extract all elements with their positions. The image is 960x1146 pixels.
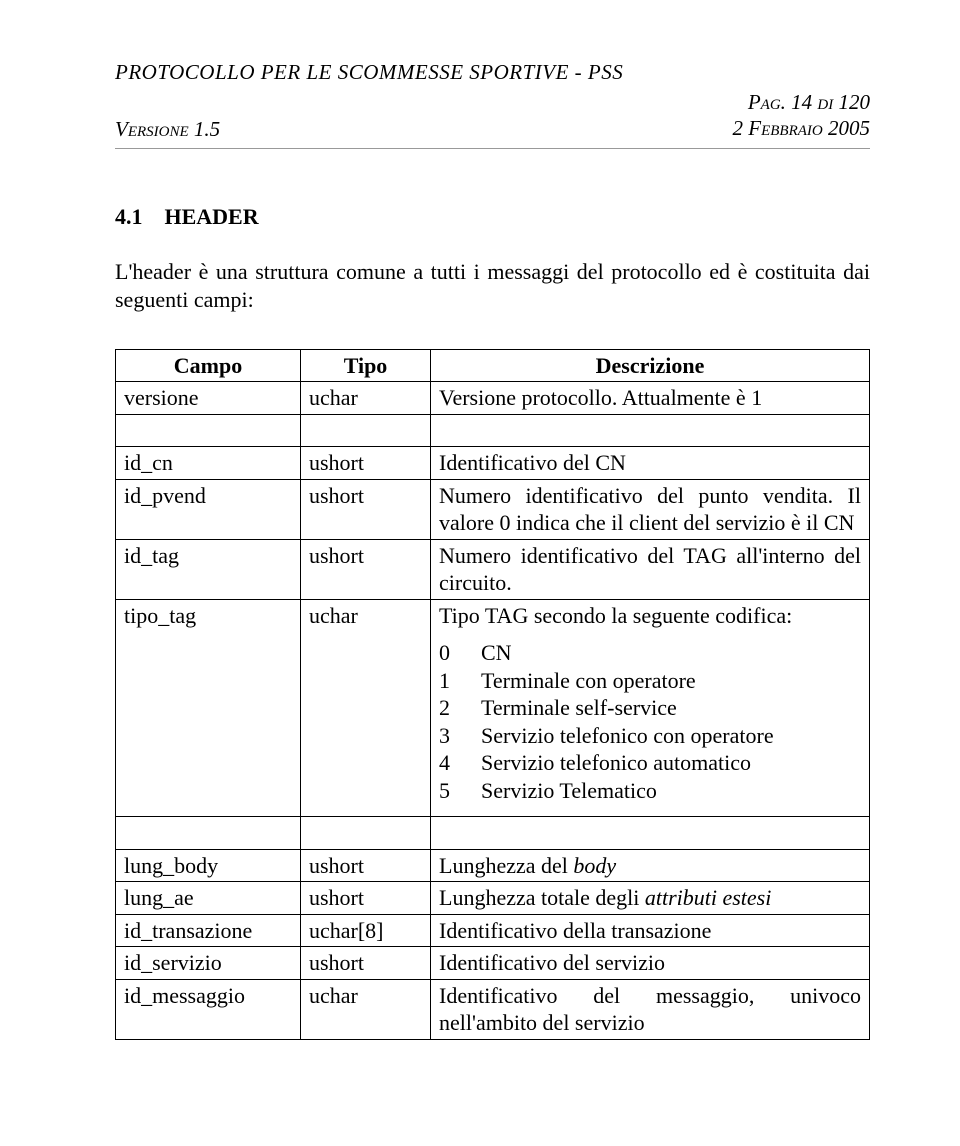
cell-tipo: ushort	[301, 882, 431, 915]
table-row: tipo_tagucharTipo TAG secondo la seguent…	[116, 599, 870, 817]
section-heading: 4.1 HEADER	[115, 204, 870, 230]
table-row: lung_bodyushortLunghezza del body	[116, 849, 870, 882]
cell-tipo: ushort	[301, 849, 431, 882]
codifica-row: 3Servizio telefonico con operatore	[439, 722, 861, 750]
cell-tipo: ushort	[301, 447, 431, 480]
table-row	[116, 414, 870, 447]
cell-descrizione: Numero identificativo del TAG all'intern…	[431, 539, 870, 599]
cell-descrizione: Identificativo della transazione	[431, 914, 870, 947]
spacer-cell	[431, 414, 870, 447]
codifica-value: Servizio telefonico automatico	[481, 749, 861, 777]
doc-date: 2 Febbraio 2005	[733, 115, 870, 141]
cell-campo: lung_body	[116, 849, 301, 882]
cell-campo: versione	[116, 382, 301, 415]
table-row: lung_aeushortLunghezza totale degli attr…	[116, 882, 870, 915]
table-row: id_messaggioucharIdentificativo del mess…	[116, 979, 870, 1039]
table-row: id_cnushortIdentificativo del CN	[116, 447, 870, 480]
cell-descrizione: Numero identificativo del punto vendita.…	[431, 479, 870, 539]
doc-subheader: Versione 1.5 Pag. 14 di 120 2 Febbraio 2…	[115, 89, 870, 142]
codifica-key: 4	[439, 749, 481, 777]
cell-descrizione: Identificativo del CN	[431, 447, 870, 480]
cell-descrizione: Identificativo del messaggio, univoco ne…	[431, 979, 870, 1039]
table-row: id_tagushortNumero identificativo del TA…	[116, 539, 870, 599]
col-campo: Campo	[116, 349, 301, 382]
table-row: id_servizioushortIdentificativo del serv…	[116, 947, 870, 980]
cell-descrizione: Identificativo del servizio	[431, 947, 870, 980]
codifica-key: 0	[439, 639, 481, 667]
page: PROTOCOLLO PER LE SCOMMESSE SPORTIVE - P…	[0, 0, 960, 1146]
codifica-list: 0CN1Terminale con operatore2Terminale se…	[439, 639, 861, 804]
header-rule	[115, 148, 870, 149]
codifica-value: Terminale self-service	[481, 694, 861, 722]
cell-tipo: uchar[8]	[301, 914, 431, 947]
cell-campo: id_cn	[116, 447, 301, 480]
codifica-value: Servizio telefonico con operatore	[481, 722, 861, 750]
cell-tipo: uchar	[301, 979, 431, 1039]
section-number: 4.1	[115, 204, 143, 229]
cell-tipo: ushort	[301, 947, 431, 980]
cell-tipo: uchar	[301, 382, 431, 415]
section-intro: L'header è una struttura comune a tutti …	[115, 258, 870, 315]
doc-page-number: Pag. 14 di 120	[733, 89, 870, 115]
table-row	[116, 817, 870, 850]
cell-campo: id_pvend	[116, 479, 301, 539]
cell-descrizione: Lunghezza totale degli attributi estesi	[431, 882, 870, 915]
codifica-value: Servizio Telematico	[481, 777, 861, 805]
doc-title: PROTOCOLLO PER LE SCOMMESSE SPORTIVE - P…	[115, 60, 870, 85]
document-header: PROTOCOLLO PER LE SCOMMESSE SPORTIVE - P…	[115, 60, 870, 149]
col-descrizione: Descrizione	[431, 349, 870, 382]
codifica-key: 5	[439, 777, 481, 805]
cell-campo: id_transazione	[116, 914, 301, 947]
desc-lead: Tipo TAG secondo la seguente codifica:	[439, 602, 861, 630]
doc-version: Versione 1.5	[115, 117, 220, 142]
cell-tipo: uchar	[301, 599, 431, 817]
spacer-cell	[431, 817, 870, 850]
table-header-row: Campo Tipo Descrizione	[116, 349, 870, 382]
cell-campo: id_servizio	[116, 947, 301, 980]
cell-campo: lung_ae	[116, 882, 301, 915]
col-tipo: Tipo	[301, 349, 431, 382]
codifica-row: 2Terminale self-service	[439, 694, 861, 722]
spacer-cell	[116, 414, 301, 447]
codifica-key: 3	[439, 722, 481, 750]
table-row: id_transazioneuchar[8]Identificativo del…	[116, 914, 870, 947]
spacer-cell	[301, 817, 431, 850]
section-title-text: HEADER	[165, 204, 259, 229]
codifica-key: 2	[439, 694, 481, 722]
table-row: versioneucharVersione protocollo. Attual…	[116, 382, 870, 415]
spacer-cell	[301, 414, 431, 447]
codifica-row: 4Servizio telefonico automatico	[439, 749, 861, 777]
cell-campo: id_tag	[116, 539, 301, 599]
cell-campo: id_messaggio	[116, 979, 301, 1039]
cell-campo: tipo_tag	[116, 599, 301, 817]
doc-page-date: Pag. 14 di 120 2 Febbraio 2005	[733, 89, 870, 142]
cell-descrizione: Versione protocollo. Attualmente è 1	[431, 382, 870, 415]
codifica-row: 1Terminale con operatore	[439, 667, 861, 695]
spacer-cell	[116, 817, 301, 850]
cell-tipo: ushort	[301, 539, 431, 599]
codifica-value: CN	[481, 639, 861, 667]
cell-tipo: ushort	[301, 479, 431, 539]
cell-descrizione: Tipo TAG secondo la seguente codifica: 0C…	[431, 599, 870, 817]
cell-descrizione: Lunghezza del body	[431, 849, 870, 882]
codifica-value: Terminale con operatore	[481, 667, 861, 695]
codifica-key: 1	[439, 667, 481, 695]
fields-table: Campo Tipo Descrizione versioneucharVers…	[115, 349, 870, 1040]
codifica-row: 0CN	[439, 639, 861, 667]
codifica-row: 5Servizio Telematico	[439, 777, 861, 805]
table-row: id_pvendushortNumero identificativo del …	[116, 479, 870, 539]
